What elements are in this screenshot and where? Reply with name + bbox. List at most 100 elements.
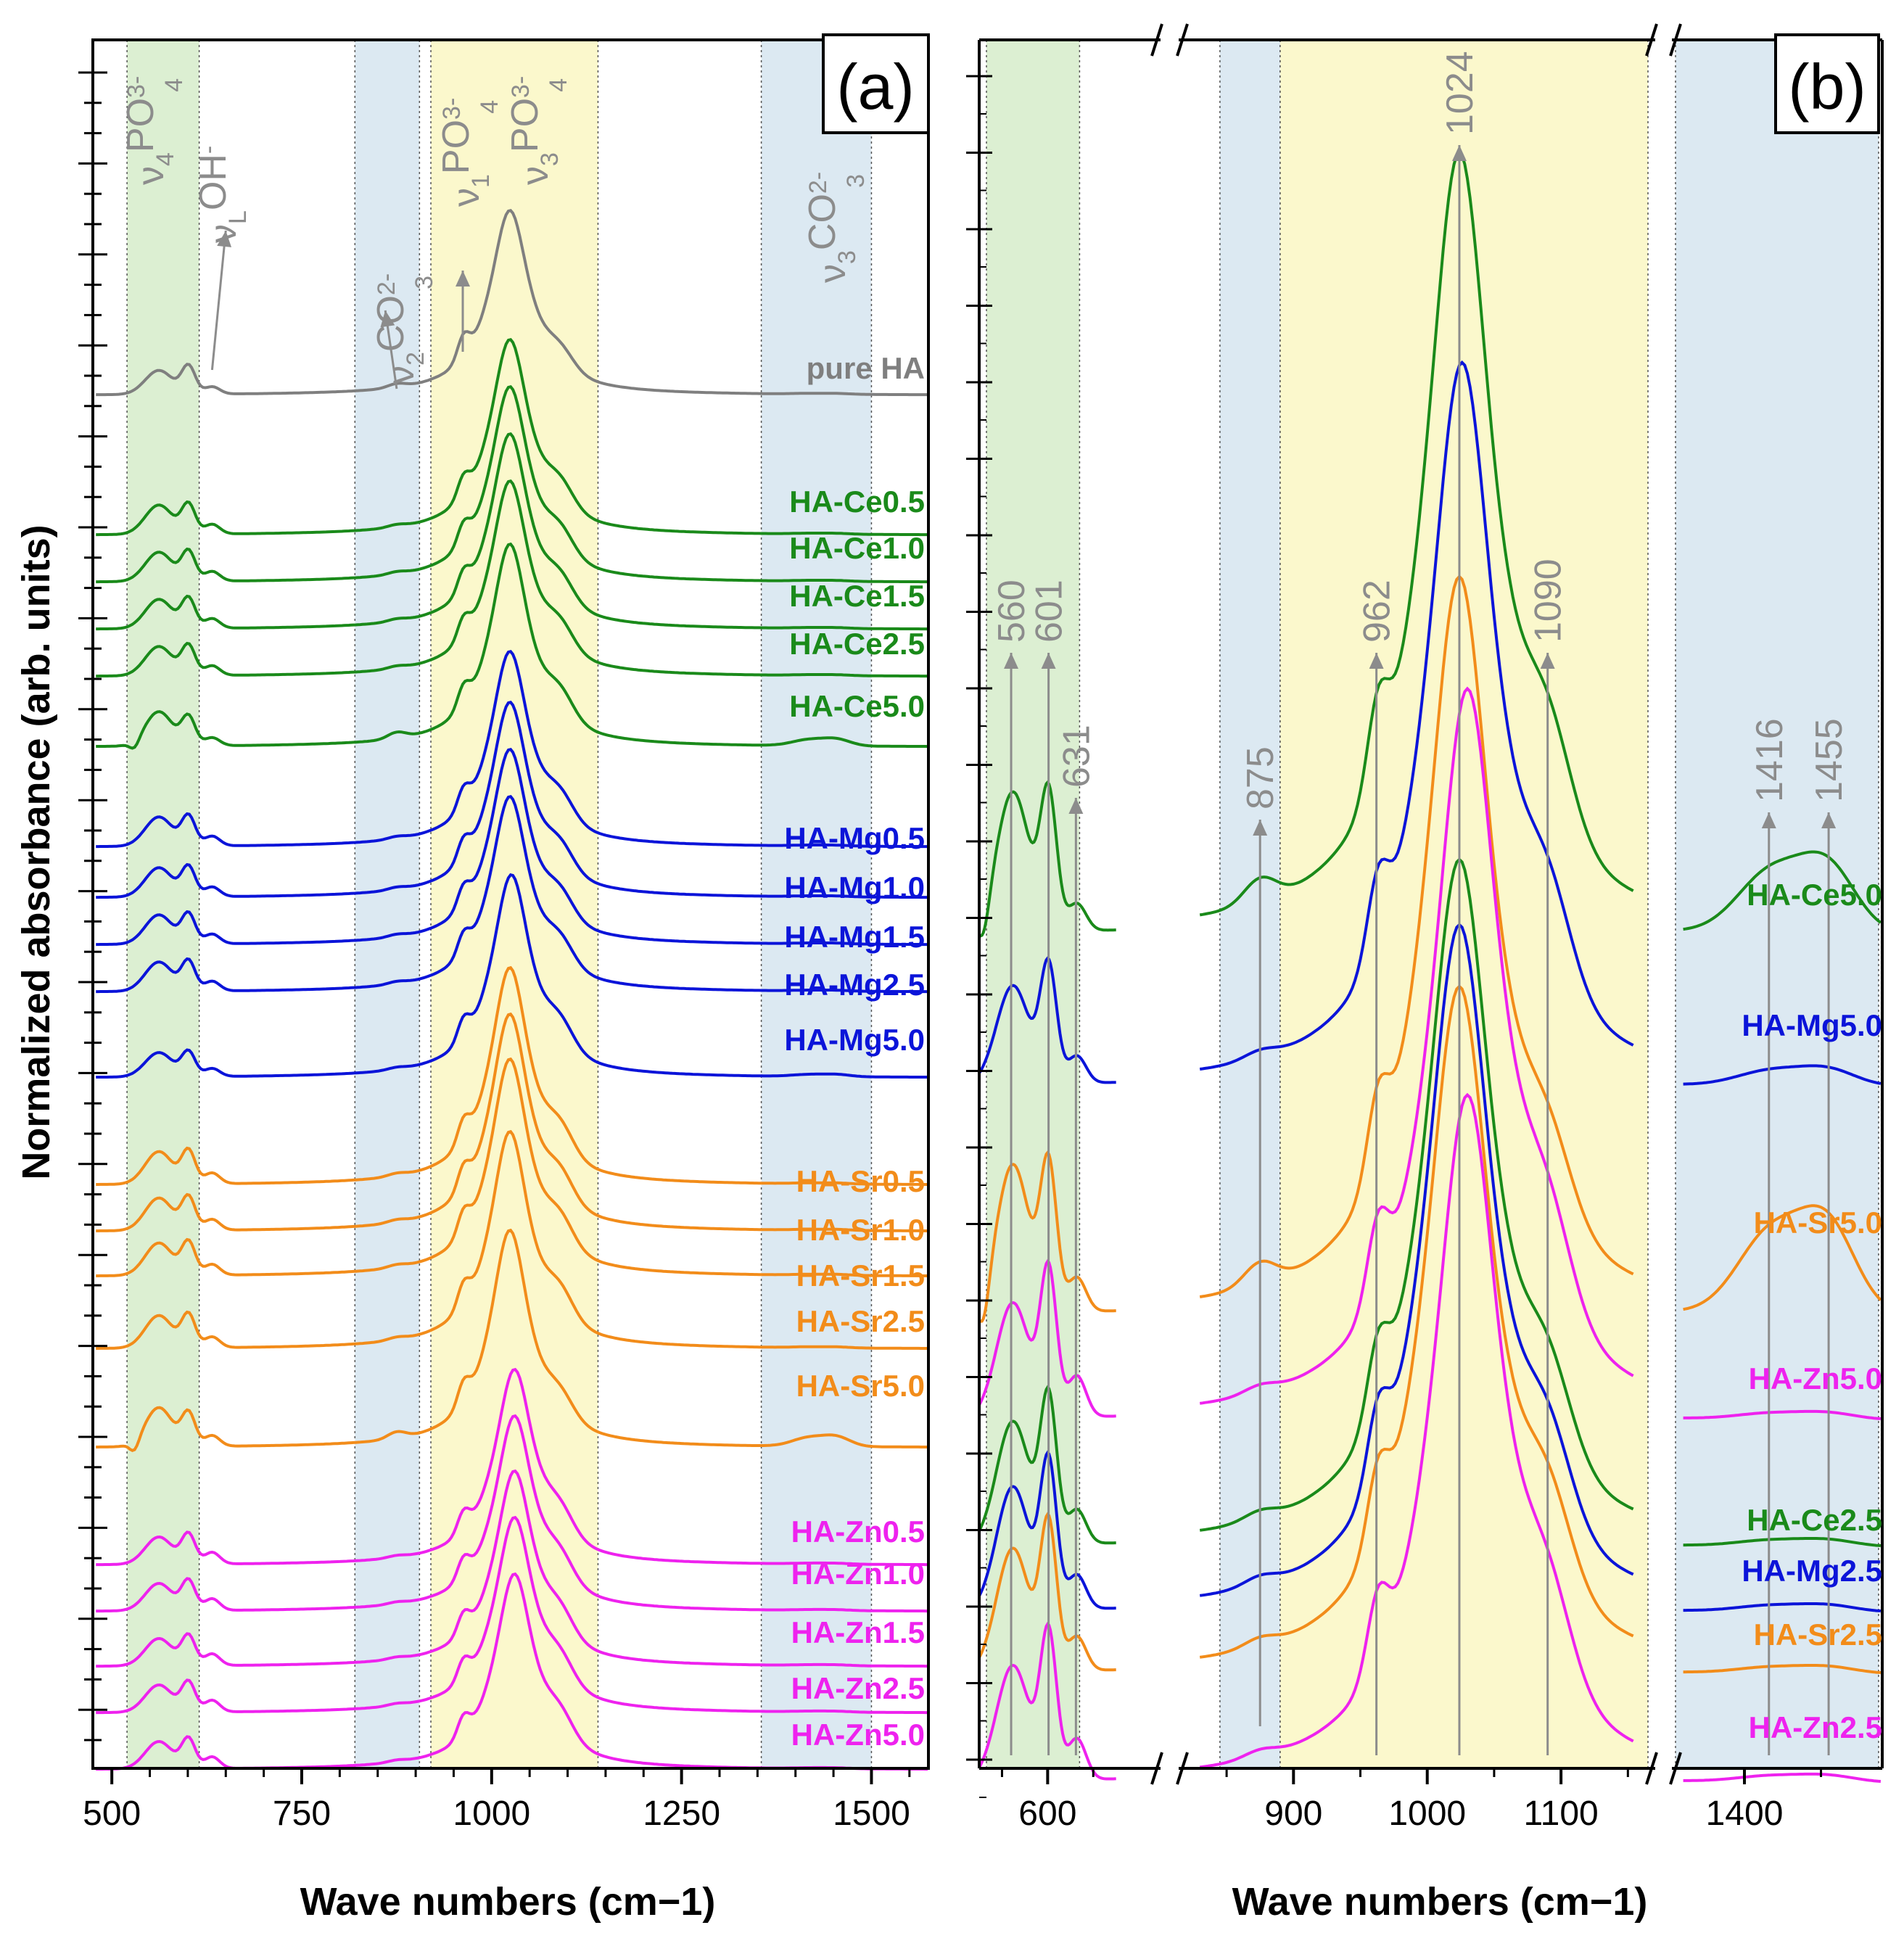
peak-label-4: 962 bbox=[1356, 580, 1398, 643]
xtick-label-a-0: 500 bbox=[83, 1794, 141, 1833]
series-label-a-2: HA-Ce1.0 bbox=[789, 531, 925, 565]
band-a-0 bbox=[127, 40, 199, 1768]
break-b-0-0-b bbox=[1176, 23, 1189, 57]
band-label-5: ν3CO2- 3 bbox=[801, 172, 870, 283]
band-label-text-0: ν4PO3- 4 bbox=[120, 76, 188, 185]
curve-a-0 bbox=[96, 208, 928, 397]
curve-b-right-7 bbox=[1683, 1772, 1882, 1783]
series-label-b-7: HA-Zn2.5 bbox=[1749, 1710, 1882, 1744]
curve-b-right-0 bbox=[1683, 850, 1882, 931]
peak-label-5: 1024 bbox=[1439, 51, 1481, 135]
xtick-label-b-2-0: 1400 bbox=[1706, 1794, 1784, 1833]
curve-b-right-6 bbox=[1683, 1664, 1882, 1675]
curve-b-mid-0 bbox=[1199, 149, 1634, 917]
curve-a-9 bbox=[96, 794, 928, 994]
band-label-part-2-0: ν bbox=[380, 366, 422, 384]
series-label-a-17: HA-Zn1.0 bbox=[791, 1557, 925, 1591]
peak-arrow-0-head bbox=[1004, 653, 1019, 669]
peak-label-1: 601 bbox=[1029, 580, 1071, 643]
band-label-part-0-2: PO bbox=[120, 98, 162, 152]
peak-label-8: 1455 bbox=[1808, 718, 1850, 802]
band-label-3: ν1PO3- 4 bbox=[435, 98, 503, 207]
curve-a-18 bbox=[96, 1469, 928, 1668]
band-label-part-2-1: 2 bbox=[402, 352, 429, 366]
band-label-part-3-0: ν bbox=[445, 188, 487, 207]
xtick-label-b-1-1: 1000 bbox=[1388, 1794, 1466, 1833]
band-label-text-3: ν1PO3- 4 bbox=[435, 98, 503, 207]
xtick-label-a-4: 1500 bbox=[833, 1794, 910, 1833]
peak-arrow-3-head bbox=[1253, 820, 1268, 836]
xtick-label-a-1: 750 bbox=[273, 1794, 331, 1833]
curve-b-right-5 bbox=[1683, 1602, 1882, 1613]
band-label-part-3-4: 4 bbox=[476, 100, 503, 114]
band-label-1: νLOH- bbox=[192, 146, 252, 243]
band-label-part-3-3: 3- bbox=[438, 98, 466, 120]
break-b-1-0-b bbox=[1669, 23, 1682, 57]
curve-b-mid-5 bbox=[1199, 923, 1634, 1597]
series-label-b-2: HA-Sr5.0 bbox=[1754, 1205, 1882, 1240]
series-label-a-15: HA-Sr5.0 bbox=[796, 1369, 925, 1403]
x-axis-label-a: Wave numbers (cm−1) bbox=[300, 1880, 716, 1924]
x-axis-label-b: Wave numbers (cm−1) bbox=[1232, 1880, 1648, 1924]
curve-a-11 bbox=[96, 965, 928, 1186]
series-label-b-0: HA-Ce5.0 bbox=[1747, 878, 1882, 912]
band-label-part-5-4: 3 bbox=[842, 174, 870, 188]
band-label-part-5-2: CO bbox=[801, 194, 844, 250]
peak-arrow-7-head bbox=[1761, 812, 1776, 828]
arrow-a-v1-head bbox=[456, 271, 471, 287]
band-b-0 bbox=[986, 40, 1080, 1768]
series-label-b-3: HA-Zn5.0 bbox=[1749, 1361, 1882, 1396]
curve-a-8 bbox=[96, 747, 928, 947]
band-label-part-5-3: 2- bbox=[804, 172, 832, 194]
series-label-a-3: HA-Ce1.5 bbox=[789, 579, 925, 613]
break-b-0-1-b bbox=[1176, 1752, 1189, 1785]
series-label-a-16: HA-Zn0.5 bbox=[791, 1514, 925, 1549]
band-label-part-1-3: - bbox=[195, 146, 223, 154]
curve-b-mid-4 bbox=[1199, 857, 1634, 1532]
arrow-a-vL-head bbox=[217, 231, 232, 247]
break-b-1-0-a bbox=[1645, 23, 1658, 57]
band-label-4: ν3PO3- 4 bbox=[504, 76, 572, 185]
series-labels: pure HA HA-Ce0.5 HA-Ce1.0 HA-Ce1.5 HA-Ce2.5 H… bbox=[784, 351, 1882, 1752]
curve-b-mid-3 bbox=[1199, 686, 1634, 1405]
break-b-1-1-b bbox=[1669, 1752, 1682, 1785]
curve-a-5 bbox=[96, 542, 928, 750]
curve-a-2 bbox=[96, 384, 928, 584]
break-b-0-1-a bbox=[1150, 1752, 1163, 1785]
curve-a-14 bbox=[96, 1129, 928, 1350]
spectra-curves bbox=[96, 149, 1882, 1783]
series-label-a-10: HA-Mg5.0 bbox=[784, 1023, 925, 1057]
curve-a-1 bbox=[96, 337, 928, 537]
curve-a-16 bbox=[96, 1367, 928, 1567]
band-b-2 bbox=[1279, 40, 1648, 1768]
frame-a bbox=[91, 38, 930, 1770]
series-label-a-7: HA-Mg1.0 bbox=[784, 870, 925, 904]
series-label-b-6: HA-Sr2.5 bbox=[1754, 1617, 1882, 1652]
curve-a-7 bbox=[96, 700, 928, 899]
series-label-b-4: HA-Ce2.5 bbox=[1747, 1503, 1882, 1537]
band-label-part-0-3: 3- bbox=[123, 76, 150, 98]
series-label-a-12: HA-Sr1.0 bbox=[796, 1213, 925, 1247]
curve-b-right-4 bbox=[1683, 1537, 1882, 1548]
series-label-a-5: HA-Ce5.0 bbox=[789, 689, 925, 723]
absorption-bands bbox=[126, 40, 1879, 1768]
curve-a-12 bbox=[96, 1012, 928, 1232]
band-label-0: ν4PO3- 4 bbox=[120, 76, 188, 185]
break-b-1-1-a bbox=[1645, 1752, 1658, 1785]
band-label-text-2: ν2CO2- 3 bbox=[370, 273, 438, 384]
panel-a-tag: (a) bbox=[822, 33, 930, 134]
panel-b-tag: (b) bbox=[1774, 33, 1880, 134]
peak-arrow-6-head bbox=[1540, 653, 1555, 669]
peak-label-0: 560 bbox=[991, 580, 1033, 643]
series-label-a-20: HA-Zn5.0 bbox=[791, 1718, 925, 1752]
curve-a-19 bbox=[96, 1515, 928, 1715]
curve-b-right-2 bbox=[1683, 1204, 1882, 1311]
arrow-a-vL bbox=[210, 230, 227, 371]
curve-a-4 bbox=[96, 479, 928, 678]
band-label-text-5: ν3CO2- 3 bbox=[801, 172, 870, 283]
peak-label-3: 875 bbox=[1240, 746, 1282, 809]
band-label-part-4-4: 4 bbox=[545, 78, 572, 92]
curve-b-mid-1 bbox=[1199, 360, 1634, 1071]
